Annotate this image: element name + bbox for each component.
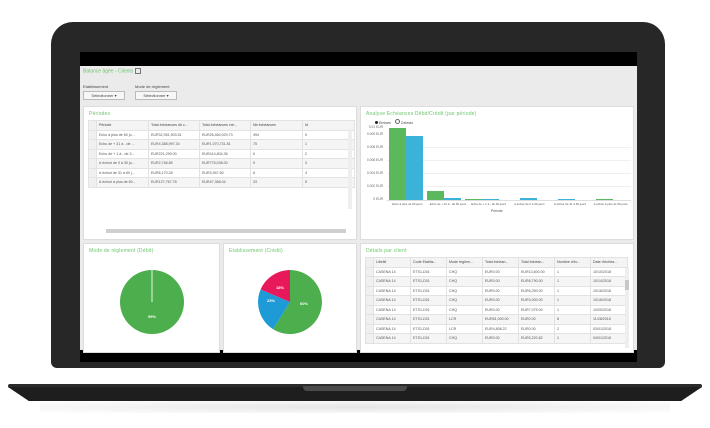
pie-slice-label: 23% [267, 298, 276, 303]
column-header[interactable]: Total échéan... [518, 257, 555, 268]
panel-title: Mode de règlement (Débit) [89, 248, 154, 254]
bar-celesto[interactable] [520, 198, 537, 200]
vertical-scrollbar[interactable] [348, 129, 352, 209]
x-tick: A échoir de 0 à 30 jours [514, 202, 545, 206]
details-panel: Détails par client Libellé Code Etablis.… [360, 243, 634, 353]
pie-etablissement-panel: Etablissement (Crédit) 60% 23% 18% [223, 243, 357, 353]
pie-slice-label: 18% [276, 285, 285, 290]
gridline [387, 173, 631, 174]
dashboard-app: Balance âgée - Clients Etablissement Sél… [80, 66, 637, 353]
table-row[interactable]: A échoir de 31 à 60 j... EUR6,170.28 EUR3,… [88, 167, 355, 178]
external-link-icon[interactable] [135, 68, 142, 74]
y-tick: 0.004 EUR [366, 171, 383, 175]
y-tick: 0.006 EUR [366, 158, 383, 162]
bar-celesto[interactable] [558, 199, 575, 200]
pie-slice-label: 60% [300, 301, 309, 306]
bar-emises[interactable] [389, 128, 406, 200]
panel-title: Analyse Echéances Débit/Crédit (par péri… [366, 111, 477, 117]
table-row[interactable]: Echu à plus de 60 jo... EUR32,951,903.51 E… [88, 129, 355, 140]
column-header[interactable]: Nombre d'éc... [554, 257, 591, 268]
page-title-text: Balance âgée - Clients [83, 68, 134, 75]
y-tick: 0.008 EUR [366, 145, 383, 149]
table-row[interactable]: CASENA 14 ETS1-D01 CHQ EUR0.00 EUR7,075.00 1 1… [365, 304, 628, 315]
pie-mode-reglement-panel: Mode de règlement (Débit) 99% [83, 243, 220, 353]
mode-reglement-select-button[interactable]: Sélectionner ▾ [135, 91, 177, 100]
laptop-screen: Balance âgée - Clients Etablissement Sél… [80, 52, 637, 362]
filter-mode-reglement: Mode de règlement Sélectionner ▾ [135, 84, 177, 100]
scrollbar-thumb[interactable] [625, 280, 629, 290]
table-row[interactable]: CASENA 14 ETS1-D01 CHQ EUR0.00 EUR8,790.00 1 1… [365, 276, 628, 287]
table-row[interactable]: CASENA 14 ETS1-D01 CHQ EUR0.00 EUR13,600.00 1… [365, 266, 628, 277]
pie-chart-etablissement[interactable] [257, 269, 323, 335]
bar-celesto[interactable] [406, 136, 423, 200]
table-header-row: Période Total échéances dû c... Total éc… [88, 120, 355, 131]
column-header[interactable]: Total échéances dû c... [148, 120, 200, 131]
x-tick: Echu de + 1 à - de 30 jours [471, 202, 507, 206]
column-header[interactable]: Période [96, 120, 149, 131]
table-header-row: Libellé Code Etablis... Mode règlem... T… [365, 257, 628, 268]
bar-emises[interactable] [427, 191, 444, 200]
table-row[interactable]: CASENA 14 ETS1-D01 LCR EUR4,808.22 EUR0.00 2 0… [365, 323, 628, 334]
column-header[interactable]: Mode règlem... [446, 257, 483, 268]
y-tick: 0.009 EUR [366, 132, 383, 136]
pie-slice-label: 99% [148, 314, 157, 319]
legend-dot-filled-icon [375, 121, 378, 124]
table-row[interactable]: Echu de + 1 à - de 3... EUR221,299.00 EUR4… [88, 148, 355, 159]
vertical-scrollbar[interactable] [625, 268, 629, 348]
table-row[interactable]: Echu de + 31 à - de ... EUR4,388,997.34 EU… [88, 139, 355, 150]
page-title: Balance âgée - Clients [83, 68, 142, 75]
panel-title: Périodes [89, 111, 111, 117]
x-tick: A échoir de 31 à 60 jours [554, 202, 587, 206]
table-row[interactable]: CASENA 14 ETS1-D01 LCR EUR81,000.00 EUR0.00 8… [365, 314, 628, 325]
chart-legend: Emises Celesto [375, 119, 413, 125]
column-header[interactable]: Total échéances cré... [199, 120, 251, 131]
filter-etablissement: Etablissement Sélectionner ▾ [83, 84, 125, 100]
bar-emises[interactable] [596, 199, 613, 200]
x-axis-labels: Echu à plus de 60 jours Echu de + 31 à -… [387, 202, 631, 206]
x-tick: A échoir à plus de 60 jours [593, 202, 628, 206]
laptop-base [8, 387, 702, 401]
x-axis-title: Période [491, 209, 503, 213]
table-row[interactable]: A échoir à plus de 60... EUR127,767.78 EUR… [88, 177, 355, 188]
column-header[interactable]: Code Etablis... [410, 257, 447, 268]
y-tick: 0 EUR [373, 197, 383, 201]
periodes-panel: Périodes Période Total échéances dû c...… [83, 106, 357, 240]
table-row[interactable]: A échoir de 0 à 30 jo... EUR2,746.85 EUR77… [88, 158, 355, 169]
pie-chart-mode-reglement[interactable] [119, 269, 185, 335]
legend-dot-empty-icon [394, 119, 400, 124]
column-header[interactable]: Nb échéances [250, 120, 303, 131]
laptop-hinge-notch [303, 386, 407, 391]
horizontal-scrollbar[interactable] [106, 229, 346, 233]
bar-emises[interactable] [465, 199, 482, 200]
x-tick: Echu à plus de 60 jours [392, 202, 423, 206]
table-row[interactable]: CASENA 14 ETS1-D01 CHQ EUR0.00 EUR5,220.82 1 0… [365, 333, 628, 344]
gridline [387, 147, 631, 148]
x-tick: Echu de + 31 à - de 60 jours [429, 202, 467, 206]
column-header[interactable]: Libellé [373, 257, 411, 268]
y-tick: 0.01 EUR [368, 125, 383, 129]
filter-label: Etablissement [83, 84, 109, 89]
periodes-table: Période Total échéances dû c... Total éc… [88, 120, 355, 188]
panel-title: Détails par client [366, 248, 407, 254]
gridline [387, 160, 631, 161]
y-tick: 0.002 EUR [366, 184, 383, 188]
gridline [387, 186, 631, 187]
details-table: Libellé Code Etablis... Mode règlem... T… [365, 257, 628, 344]
bar-chart-panel: Analyse Echéances Débit/Crédit (par péri… [360, 106, 634, 240]
column-header[interactable]: Date d'échéa... [590, 257, 628, 268]
bar-plot-area [387, 127, 631, 201]
row-header-cell [88, 120, 97, 131]
legend-item[interactable]: Emises [379, 121, 391, 125]
bar-celesto[interactable] [444, 198, 461, 200]
etablissement-select-button[interactable]: Sélectionner ▾ [83, 91, 125, 100]
bar-celesto[interactable] [482, 199, 499, 200]
legend-item[interactable]: Celesto [400, 121, 413, 125]
laptop-shadow [40, 401, 670, 413]
column-header[interactable]: Id [302, 120, 355, 131]
filter-label: Mode de règlement [135, 84, 170, 89]
table-row[interactable]: CASENA 14 ETS1-D01 CHQ EUR0.00 EUR6,250.00 1 1… [365, 285, 628, 296]
panel-title: Etablissement (Crédit) [229, 248, 283, 254]
column-header[interactable]: Total échéan... [482, 257, 519, 268]
table-row[interactable]: CASENA 14 ETS1-D01 CHQ EUR0.00 EUR3,000.00 1 1… [365, 295, 628, 306]
